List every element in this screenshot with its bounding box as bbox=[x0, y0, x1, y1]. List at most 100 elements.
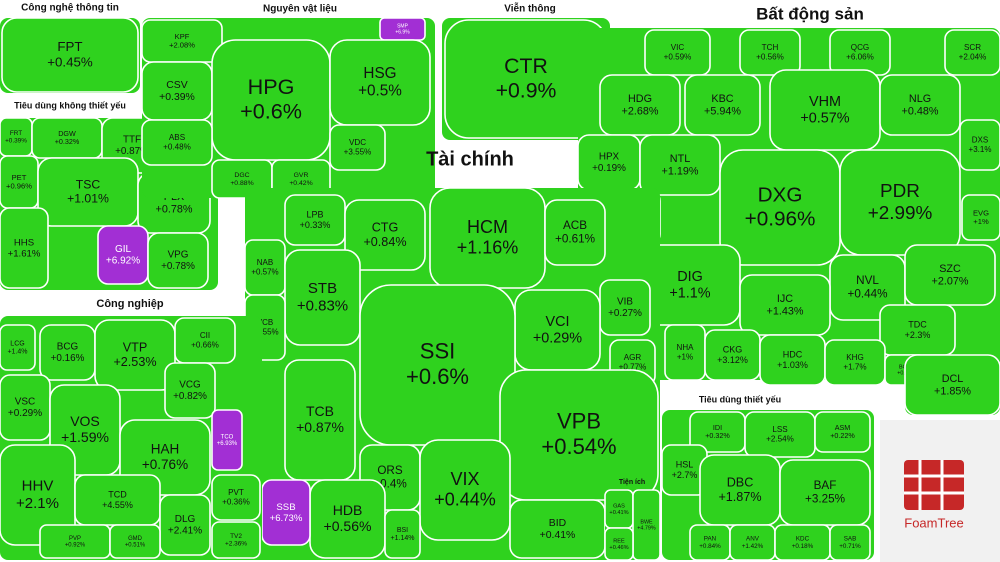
cell-value: +1.42% bbox=[742, 543, 764, 550]
cell-value: +2.41% bbox=[168, 526, 202, 537]
cell-name: VPB bbox=[557, 409, 601, 434]
cell-name: KBC bbox=[711, 93, 733, 105]
cell bbox=[211, 474, 261, 521]
cell bbox=[739, 29, 801, 76]
cell-name: VPG bbox=[168, 250, 189, 261]
cell-name: HSG bbox=[363, 65, 396, 82]
cell-name: BID bbox=[549, 518, 567, 529]
cell bbox=[147, 232, 209, 289]
cell-name: DGW bbox=[58, 129, 76, 138]
cell-value: +2.08% bbox=[169, 41, 195, 50]
cell-value: +1.19% bbox=[662, 165, 699, 177]
cell-value: +1.14% bbox=[391, 535, 415, 542]
cell-value: +2.36% bbox=[225, 541, 247, 548]
cell-name: EVG bbox=[973, 208, 989, 217]
cell bbox=[879, 74, 961, 136]
cell-value: +0.33% bbox=[300, 220, 331, 230]
cell-value: +0.29% bbox=[533, 330, 582, 346]
cell-name: ORS bbox=[377, 464, 403, 477]
cell-value: +0.82% bbox=[173, 391, 207, 402]
cell-value: +1.59% bbox=[61, 429, 109, 445]
cell-value: +1% bbox=[973, 217, 989, 226]
cell-value: +1.1% bbox=[669, 285, 710, 301]
cell-value: +6.9% bbox=[395, 29, 410, 35]
cell-value: +0.18% bbox=[792, 543, 814, 550]
cell-name: TTF bbox=[123, 135, 141, 146]
cell-value: +0.54% bbox=[541, 434, 616, 459]
cell-value: +0.6% bbox=[240, 99, 302, 124]
cell-value: +0.22% bbox=[830, 431, 855, 440]
cell-name: VCI bbox=[546, 314, 570, 330]
cell-value: +0.87% bbox=[296, 419, 344, 435]
cell bbox=[944, 29, 1000, 76]
cell bbox=[829, 524, 871, 561]
cell bbox=[904, 354, 1000, 416]
cell-name: NAB bbox=[257, 258, 273, 267]
cell-name: GIL bbox=[115, 244, 132, 255]
cell-name: GVR bbox=[294, 172, 309, 179]
cell-value: +4.55% bbox=[102, 500, 133, 510]
group-title: Tiêu dùng thiết yếu bbox=[699, 394, 781, 404]
logo-mark bbox=[904, 460, 964, 510]
cell bbox=[109, 524, 161, 559]
cell-name: STB bbox=[308, 280, 337, 297]
cell-value: +0.61% bbox=[555, 233, 595, 246]
cell-value: +3.12% bbox=[717, 355, 748, 365]
cell-name: PET bbox=[12, 173, 27, 182]
cell-value: +1.87% bbox=[718, 490, 761, 504]
cell-value: +2.3% bbox=[905, 330, 931, 340]
cell-name: REE bbox=[613, 538, 625, 544]
cell-value: +1.01% bbox=[67, 192, 109, 206]
cell-value: +5.94% bbox=[704, 105, 741, 117]
cell-value: +2.99% bbox=[868, 203, 933, 224]
cell-value: +0.84% bbox=[699, 543, 721, 550]
cell-name: TV2 bbox=[230, 533, 242, 540]
cell-value: +1.16% bbox=[457, 238, 519, 258]
cell-value: +6.92% bbox=[106, 256, 140, 267]
cell-name: KDC bbox=[796, 536, 810, 543]
cell-value: +0.96% bbox=[745, 207, 816, 230]
group-title: Tài chính bbox=[426, 148, 514, 170]
cell-name: LCG bbox=[10, 340, 24, 347]
cell bbox=[904, 244, 996, 306]
cell-value: +0.56% bbox=[324, 518, 372, 534]
cell-value: +1.03% bbox=[777, 360, 808, 370]
cell-name: QCG bbox=[851, 43, 869, 52]
cell-value: +0.51% bbox=[125, 543, 146, 549]
cell bbox=[211, 521, 261, 559]
cell-name: PVP bbox=[69, 536, 81, 542]
cell-name: CII bbox=[200, 331, 210, 340]
cell-name: BSI bbox=[397, 527, 408, 534]
group-title: Bất động sản bbox=[756, 4, 864, 23]
cell-value: +0.46% bbox=[609, 545, 628, 551]
cell-name: TDC bbox=[908, 319, 927, 329]
cell bbox=[839, 149, 961, 256]
cell-value: +0.29% bbox=[8, 408, 42, 419]
cell-name: SSB bbox=[276, 502, 295, 513]
cell-value: +2.1% bbox=[16, 495, 59, 512]
cell-value: +1.7% bbox=[843, 363, 866, 372]
cell-name: DXS bbox=[972, 136, 988, 145]
cell-name: KHG bbox=[846, 353, 864, 362]
cell bbox=[632, 489, 661, 561]
cell-name: NTL bbox=[670, 153, 690, 165]
cell-name: TCH bbox=[762, 43, 779, 52]
cell-name: GAS bbox=[613, 503, 625, 509]
cell-value: +0.84% bbox=[363, 235, 406, 249]
cell-value: +0.19% bbox=[592, 163, 626, 174]
cell-value: +0.78% bbox=[161, 261, 195, 272]
cell-value: +0.48% bbox=[902, 105, 939, 117]
cell bbox=[644, 29, 711, 76]
cell-value: +0.44% bbox=[848, 288, 888, 301]
cell-name: CKG bbox=[723, 344, 743, 354]
cell-name: HPX bbox=[599, 152, 620, 163]
cell-value: +0.92% bbox=[65, 543, 86, 549]
cell-name: DBC bbox=[727, 475, 754, 489]
cell-value: +3.55% bbox=[344, 148, 372, 157]
cell-value: +0.36% bbox=[222, 498, 250, 507]
cell-name: VCB bbox=[257, 318, 273, 327]
cell-value: +1.43% bbox=[767, 305, 804, 317]
cell-name: PVT bbox=[228, 488, 244, 497]
cell-name: DXG bbox=[758, 184, 803, 207]
cell-name: SMP bbox=[397, 24, 409, 30]
